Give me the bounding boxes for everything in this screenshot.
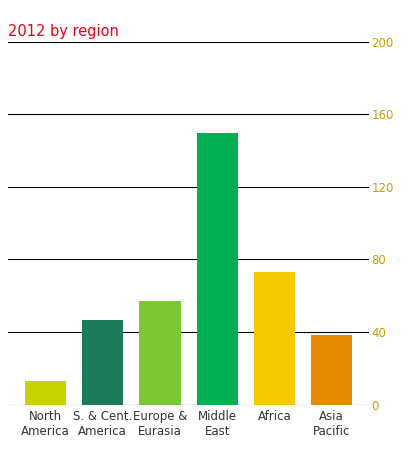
Bar [82, 320, 123, 405]
Bar [197, 133, 238, 405]
Bar [254, 272, 295, 405]
Bar [25, 381, 66, 405]
Text: 2012 by region: 2012 by region [8, 24, 119, 40]
Bar [311, 335, 352, 405]
Bar [139, 301, 181, 405]
